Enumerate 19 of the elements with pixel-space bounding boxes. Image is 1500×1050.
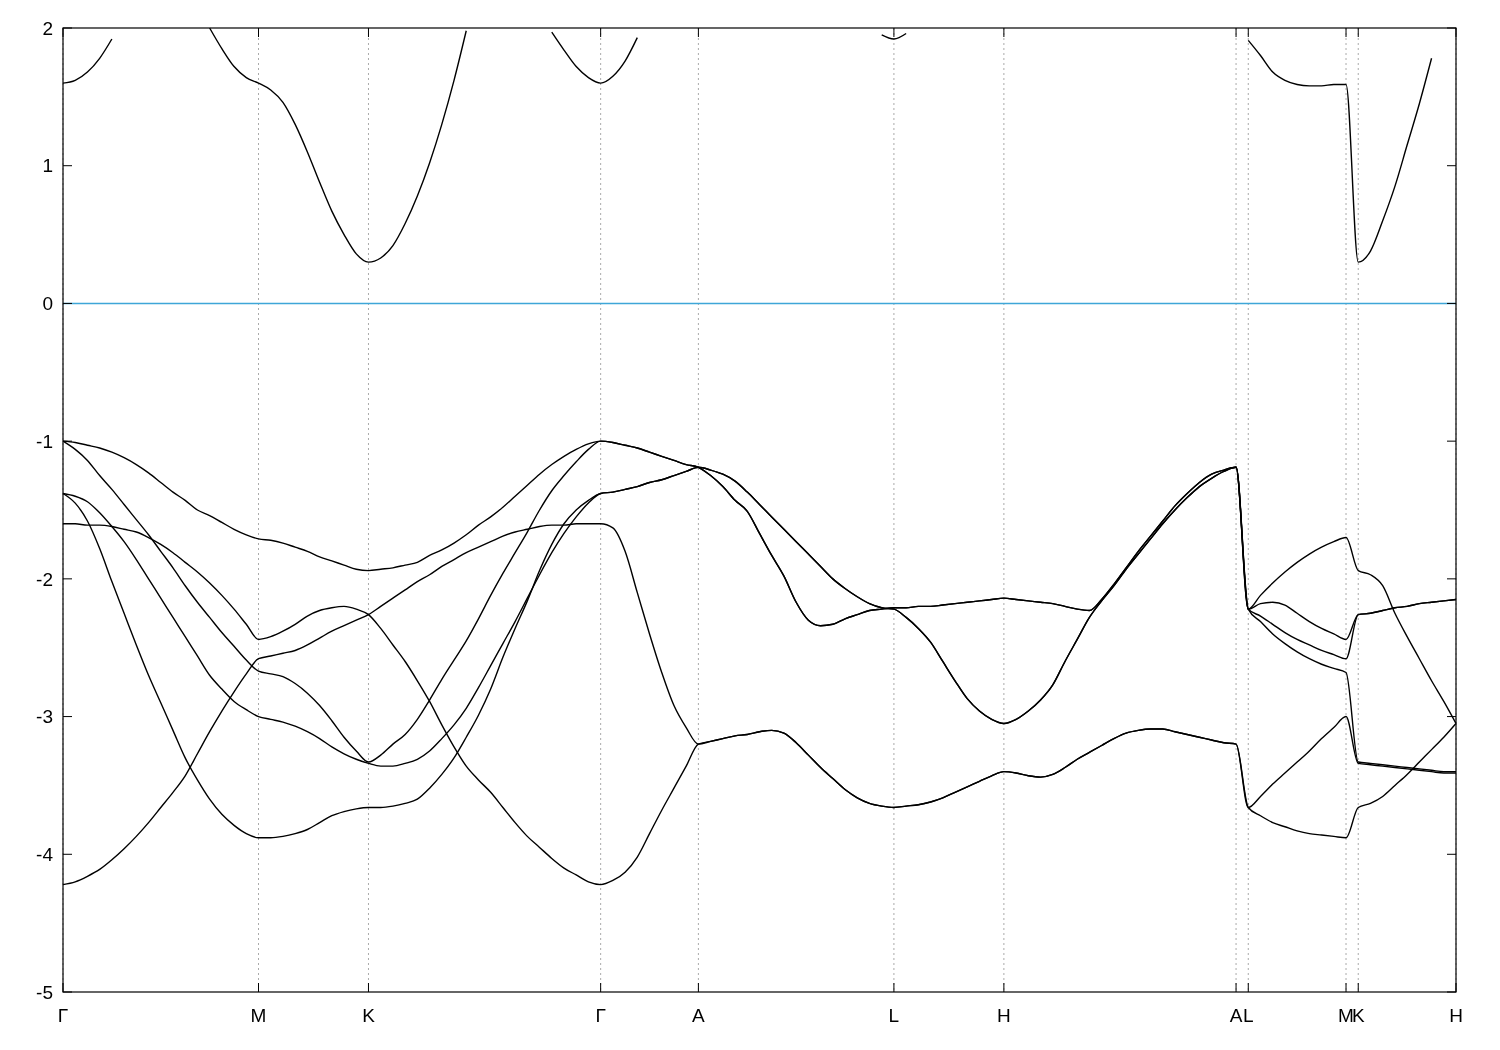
y-tick-label: -4 (36, 843, 54, 865)
y-tick-label: -5 (36, 981, 53, 1003)
x-tick-label: A (692, 1005, 706, 1026)
x-tick-label: A (1229, 1005, 1243, 1026)
x-tick-label: H (1449, 1005, 1463, 1026)
y-tick-label: 2 (42, 17, 53, 39)
x-tick-label: M (1338, 1005, 1354, 1026)
y-tick-label: -3 (36, 706, 53, 728)
y-tick-label: 0 (42, 293, 53, 315)
y-tick-label: 1 (42, 155, 53, 177)
x-tick-label: L (888, 1005, 900, 1026)
x-tick-label: Γ (595, 1005, 606, 1026)
x-tick-label: M (250, 1005, 267, 1026)
y-tick-label: -1 (36, 430, 53, 452)
x-tick-label: H (997, 1005, 1011, 1026)
y-tick-label: -2 (36, 568, 53, 590)
x-tick-label: Γ (57, 1005, 69, 1026)
x-tick-label: L (1242, 1005, 1254, 1026)
x-tick-label: K (362, 1005, 376, 1026)
